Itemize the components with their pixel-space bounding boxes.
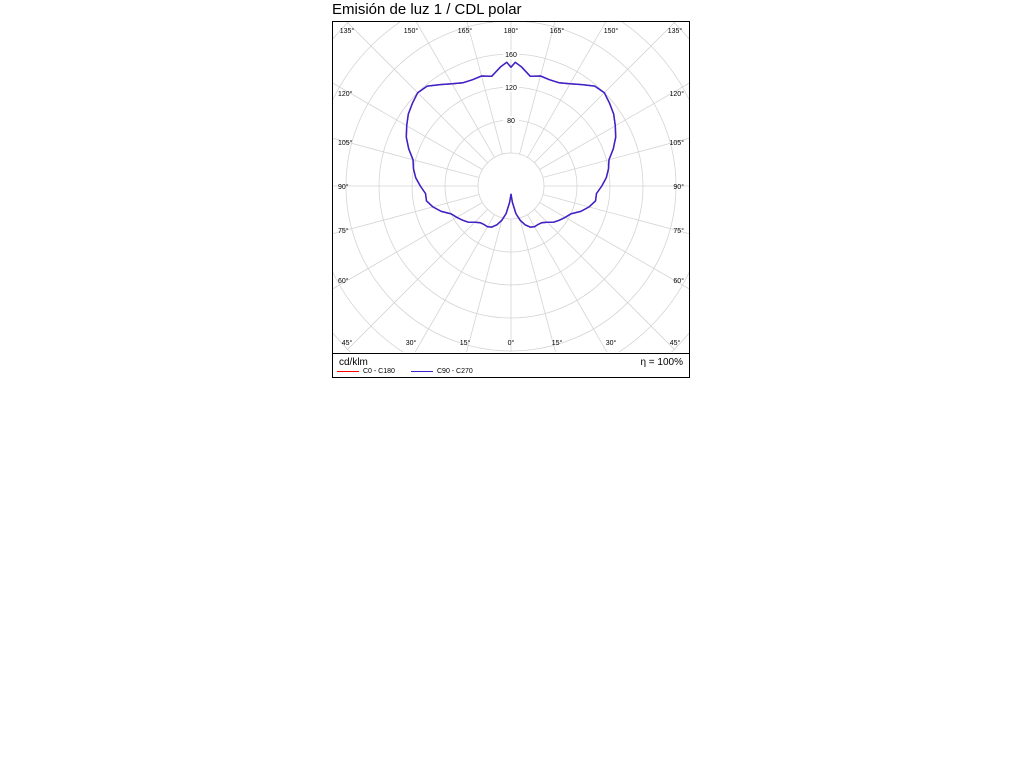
grid-spoke bbox=[333, 82, 483, 170]
radial-label-bg bbox=[503, 50, 519, 59]
grid-spoke bbox=[415, 22, 495, 158]
unit-label: cd/klm bbox=[339, 357, 368, 368]
radial-label-bg bbox=[503, 83, 519, 92]
grid-spoke bbox=[414, 214, 495, 352]
angle-label-bottom: 45° bbox=[670, 339, 681, 347]
grid-spoke bbox=[333, 137, 480, 178]
chart-footer: cd/klm η = 100% C0 - C180 C90 - C270 bbox=[333, 353, 689, 378]
angle-label-top: 180° bbox=[504, 27, 519, 35]
polar-grid bbox=[333, 22, 689, 352]
angle-label-right: 105° bbox=[670, 139, 685, 147]
angle-label-left: 75° bbox=[338, 227, 349, 235]
grid-spoke bbox=[466, 217, 503, 352]
chart-frame: 80 120 160 135° 150° 165° 180° 165° 150° 135° 45°… bbox=[332, 21, 690, 378]
angle-tick-labels: 135° 150° 165° 180° 165° 150° 135° 45° 30° 15° 0° 1… bbox=[338, 27, 684, 347]
grid-spoke bbox=[527, 22, 607, 158]
angle-label-top: 135° bbox=[340, 27, 355, 35]
legend-swatch-c0-c180 bbox=[337, 371, 359, 372]
grid-spoke bbox=[333, 202, 483, 290]
radial-tick-label: 80 bbox=[507, 118, 515, 125]
grid-spoke bbox=[527, 214, 608, 352]
radial-tick-label: 120 bbox=[505, 85, 517, 92]
legend-label-c90-c270: C90 - C270 bbox=[437, 368, 473, 375]
grid-spoke bbox=[466, 22, 503, 155]
angle-label-right: 120° bbox=[670, 90, 685, 98]
angle-label-bottom: 0° bbox=[508, 339, 515, 347]
grid-spoke bbox=[346, 209, 488, 351]
grid-spoke bbox=[539, 202, 689, 290]
angle-label-top: 135° bbox=[668, 27, 683, 35]
grid-spoke bbox=[519, 217, 556, 352]
grid-spoke bbox=[333, 194, 480, 235]
angle-label-bottom: 15° bbox=[552, 339, 563, 347]
angle-label-left: 90° bbox=[338, 183, 349, 191]
angle-label-bottom: 15° bbox=[460, 339, 471, 347]
grid-spoke bbox=[542, 137, 689, 178]
grid-spoke bbox=[542, 194, 689, 235]
angle-label-bottom: 30° bbox=[406, 339, 417, 347]
grid-spoke bbox=[534, 209, 676, 351]
legend-label-c0-c180: C0 - C180 bbox=[363, 368, 395, 375]
angle-label-right: 60° bbox=[673, 277, 684, 285]
angle-label-bottom: 45° bbox=[342, 339, 353, 347]
radial-label-bg bbox=[503, 116, 519, 125]
legend-swatch-c90-c270 bbox=[411, 371, 433, 372]
legend-item-c90-c270: C90 - C270 bbox=[411, 368, 473, 375]
angle-label-top: 150° bbox=[404, 27, 419, 35]
angle-label-top: 165° bbox=[458, 27, 473, 35]
polar-plot: 80 120 160 135° 150° 165° 180° 165° 150° 135° 45°… bbox=[333, 22, 689, 352]
angle-label-right: 90° bbox=[673, 183, 684, 191]
legend-item-c0-c180: C0 - C180 bbox=[337, 368, 395, 375]
angle-label-left: 60° bbox=[338, 277, 349, 285]
angle-label-top: 150° bbox=[604, 27, 619, 35]
radial-tick-labels: 80 120 160 bbox=[503, 50, 519, 125]
angle-label-left: 105° bbox=[338, 139, 353, 147]
grid-spoke bbox=[539, 82, 689, 170]
chart-title: Emisión de luz 1 / CDL polar bbox=[332, 1, 522, 18]
efficiency-label: η = 100% bbox=[640, 357, 683, 368]
angle-label-right: 75° bbox=[673, 227, 684, 235]
radial-tick-label: 160 bbox=[505, 52, 517, 59]
intensity-curves bbox=[405, 61, 617, 228]
angle-label-left: 120° bbox=[338, 90, 353, 98]
grid-ring bbox=[477, 152, 545, 220]
angle-label-bottom: 30° bbox=[606, 339, 617, 347]
series-curve-c90-c270 bbox=[405, 61, 617, 228]
angle-label-top: 165° bbox=[550, 27, 565, 35]
grid-spoke bbox=[519, 22, 556, 155]
